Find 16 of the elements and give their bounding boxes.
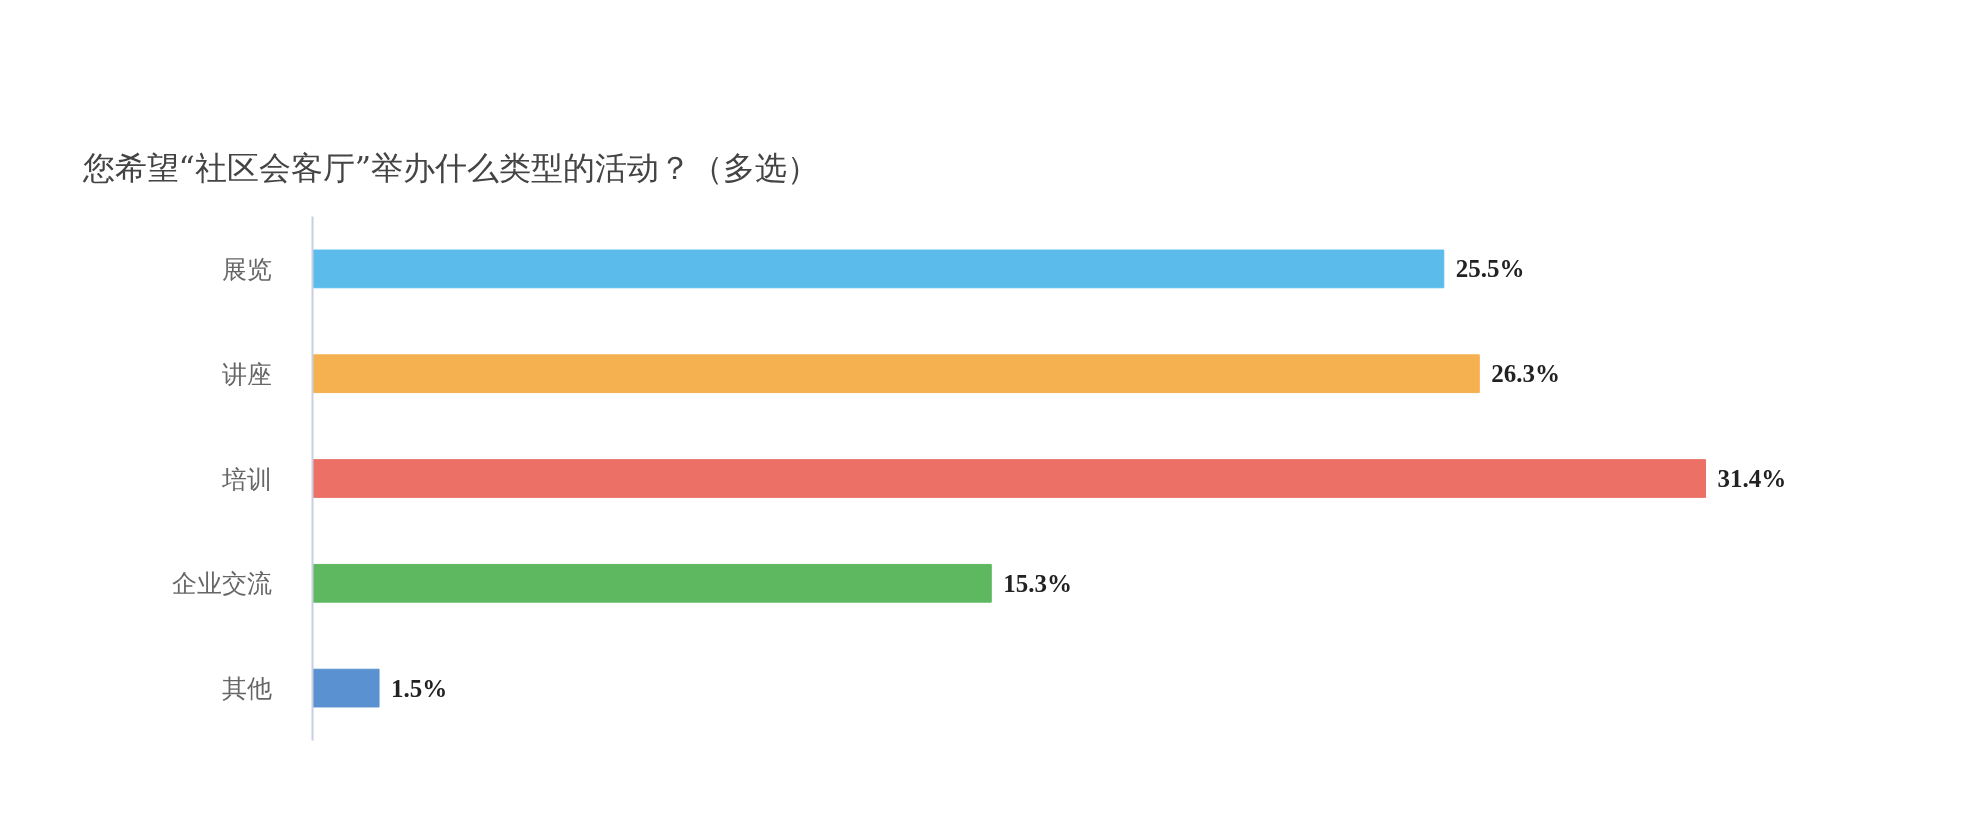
bar <box>312 459 1707 498</box>
bar <box>312 563 992 603</box>
data-label: 15.3% <box>1003 569 1073 597</box>
y-tick-label: 企业交流 <box>171 569 272 598</box>
chart-title: 您希望“社区会客厅”举办什么类型的活动？（多选） <box>81 148 820 187</box>
y-tick-label: 讲座 <box>221 359 272 388</box>
y-tick-label: 其他 <box>221 674 272 703</box>
data-label: 25.5% <box>1455 255 1525 283</box>
data-label: 1.5% <box>391 674 448 702</box>
y-tick-label: 培训 <box>220 464 272 493</box>
bar <box>312 249 1445 289</box>
y-tick-label: 展览 <box>221 254 272 283</box>
bar <box>312 668 380 708</box>
bar <box>312 354 1480 394</box>
data-label: 31.4% <box>1717 465 1787 492</box>
data-label: 26.3% <box>1491 360 1561 388</box>
